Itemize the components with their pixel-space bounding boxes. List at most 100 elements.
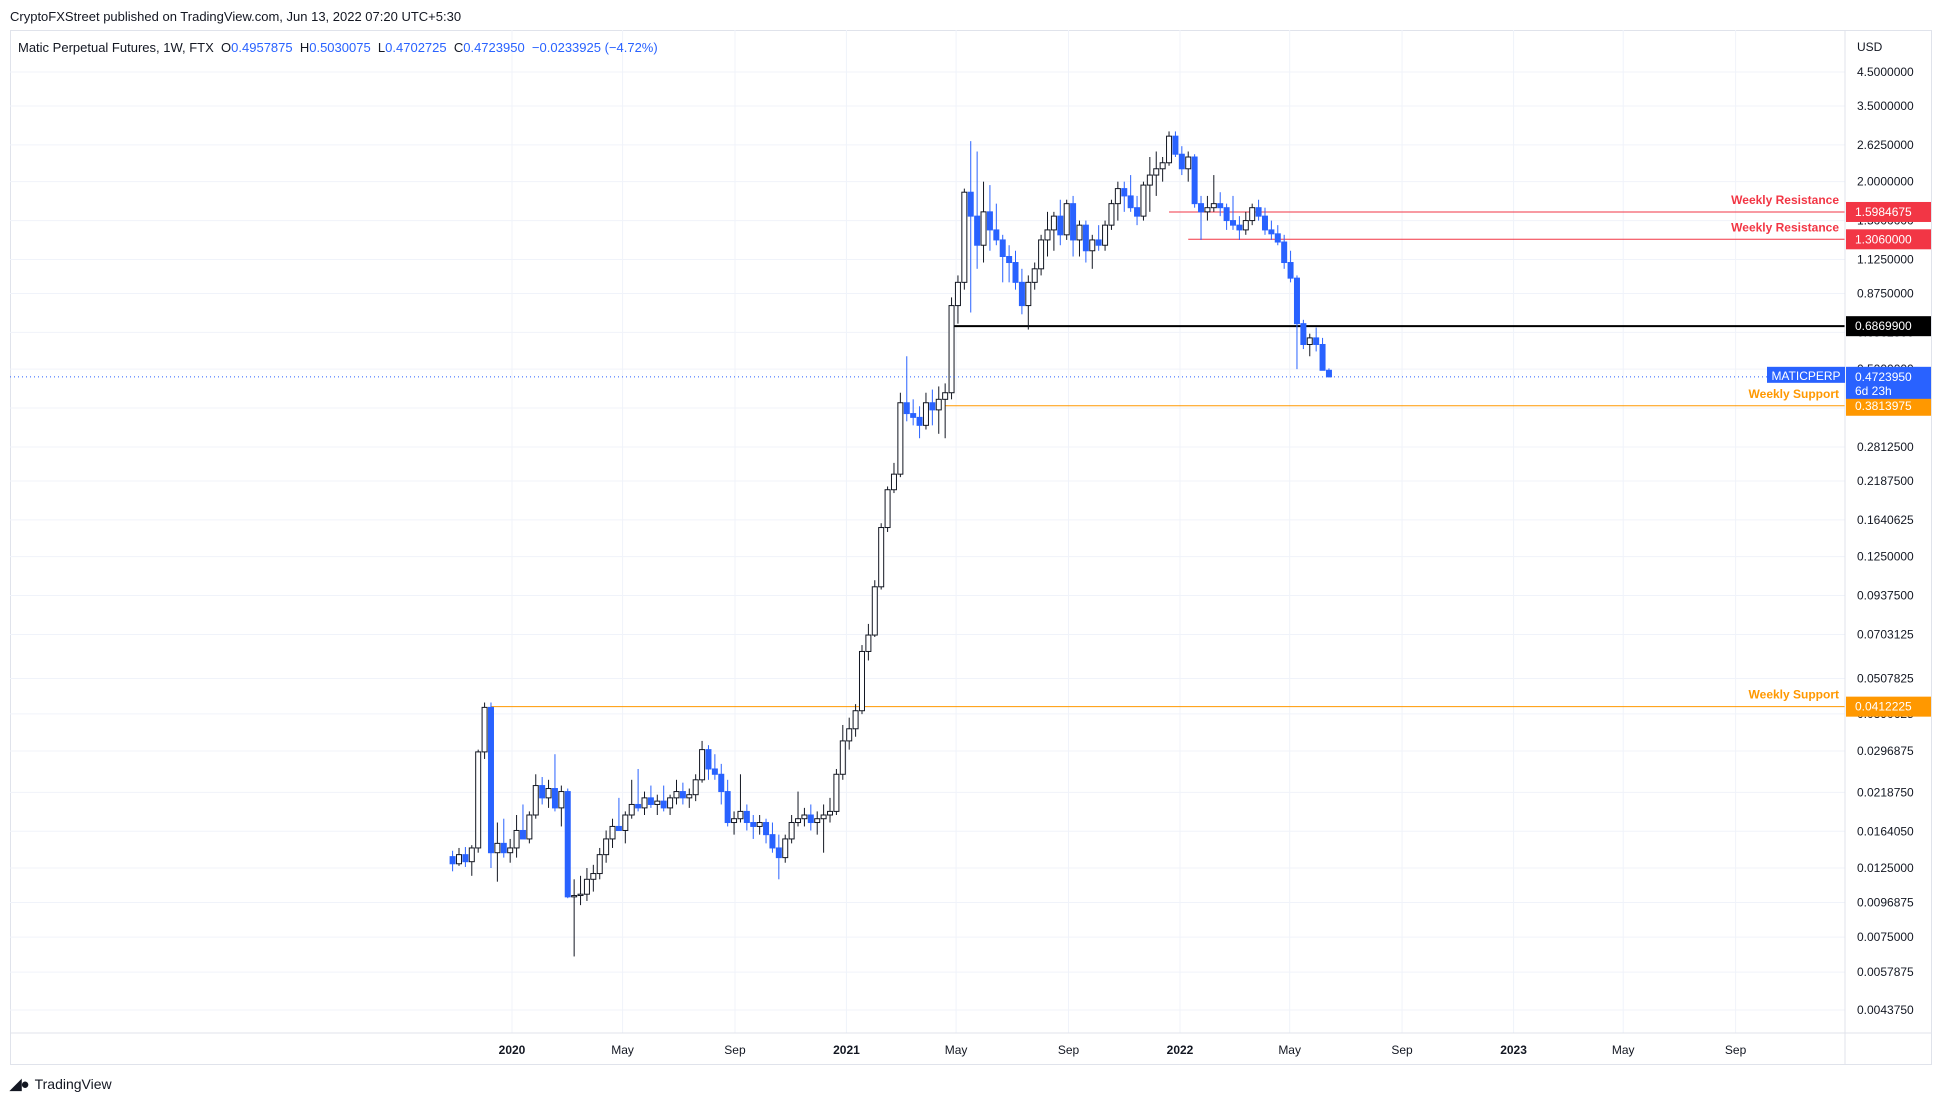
candle-body [577,893,584,897]
level-price-tag [1846,201,1931,222]
level-name: Weekly Support [1749,688,1839,702]
candle-body [1031,268,1038,283]
candle-body [647,797,654,805]
candle-body [1057,215,1064,236]
candle-body [686,794,693,799]
candle-body [481,706,488,753]
candle-body [1325,369,1332,378]
candle-body [1089,239,1096,252]
candle-body [1127,195,1134,209]
candle-body [1082,224,1089,252]
candle-body [1300,323,1307,345]
candle-body [1210,203,1217,209]
candle-body [827,810,834,816]
x-tick-label: 2022 [1167,1043,1194,1057]
candle-body [487,706,494,854]
symbol-tag-label: MATICPERP [1771,369,1840,383]
level-price-label: 0.3813975 [1855,399,1912,413]
candle-body [1108,203,1115,226]
candle-body [910,413,917,418]
change-value: −0.0233925 (−4.72%) [531,40,658,55]
y-tick-label: 3.5000000 [1857,99,1914,113]
y-tick-label: 1.1250000 [1857,252,1914,266]
candle-body [980,211,987,246]
candle-body [673,791,680,799]
candle-body [660,800,667,809]
candle-body [1050,215,1057,231]
x-tick-label: 2023 [1500,1043,1527,1057]
y-tick-label: 0.0043750 [1857,1003,1914,1017]
candle-body [1204,207,1211,213]
candle-body [1121,188,1128,197]
candle-body [1025,281,1032,307]
candle-body [494,842,501,854]
y-tick-label: 2.0000000 [1857,175,1914,189]
candle-body [513,829,520,849]
candle-body [1217,203,1224,209]
candle-body [571,895,578,898]
candle-body [814,818,821,824]
open-label: O [221,40,232,55]
candle-body [1006,256,1013,264]
candlestick-series [449,131,1332,957]
level-price-tag [1846,229,1931,250]
candle-body [1172,135,1179,155]
level-price-label: 1.5984675 [1855,205,1912,219]
level-price-label: 1.3060000 [1855,232,1912,246]
candle-body [897,402,904,475]
candle-body [590,873,597,880]
candle-body [641,797,648,809]
candle-body [852,710,859,730]
candle-body [545,788,552,799]
candle-body [462,854,469,863]
x-tick-label: Sep [1725,1043,1747,1057]
candle-body [635,803,642,809]
y-tick-label: 0.1250000 [1857,550,1914,564]
candle-body [1287,262,1294,279]
tradingview-logo-icon: ◢● [10,1076,30,1093]
tradingview-logo-text: TradingView [34,1076,112,1092]
candle-body [609,825,616,840]
candle-body [871,586,878,636]
candle-body [769,834,776,849]
tradingview-logo[interactable]: ◢● TradingView [10,1075,112,1093]
y-tick-label: 0.0937500 [1857,589,1914,603]
candle-body [865,634,872,652]
candle-body [1159,162,1166,170]
y-tick-label: 0.0164050 [1857,824,1914,838]
y-tick-label: 0.0296875 [1857,744,1914,758]
candle-body [551,788,558,809]
candle-body [750,822,757,827]
last-price-tag [1846,366,1931,399]
candle-body [890,473,897,491]
candle-body [1070,203,1077,241]
currency-label: USD [1857,40,1883,54]
candle-body [1255,207,1262,217]
candle-body [922,402,929,426]
y-tick-label: 0.0703125 [1857,627,1914,641]
candle-body [468,847,475,863]
candle-body [1249,207,1256,222]
candle-body [743,810,750,824]
candle-body [455,854,462,865]
candle-body [1140,184,1147,217]
candle-body [782,838,789,859]
candle-body [532,785,539,816]
candle-body [884,489,891,529]
price-axis: USD 4.5000000 3.5000000 2.6250000 2.0000000 1… [1844,30,1914,1065]
candle-body [1268,229,1275,235]
candle-body [1038,239,1045,270]
candle-body [1063,203,1070,236]
candle-body [1044,229,1051,241]
candle-body [916,416,923,426]
level-price-tag [1846,395,1931,416]
low-label: L [377,40,386,55]
y-tick-label: 0.0218750 [1857,785,1914,799]
high-value: 0.5030075 [309,40,371,55]
candle-body [967,191,974,217]
candle-body [1185,156,1192,170]
candle-body [1146,174,1153,186]
candle-body [1293,277,1300,325]
candle-body [1306,337,1313,345]
